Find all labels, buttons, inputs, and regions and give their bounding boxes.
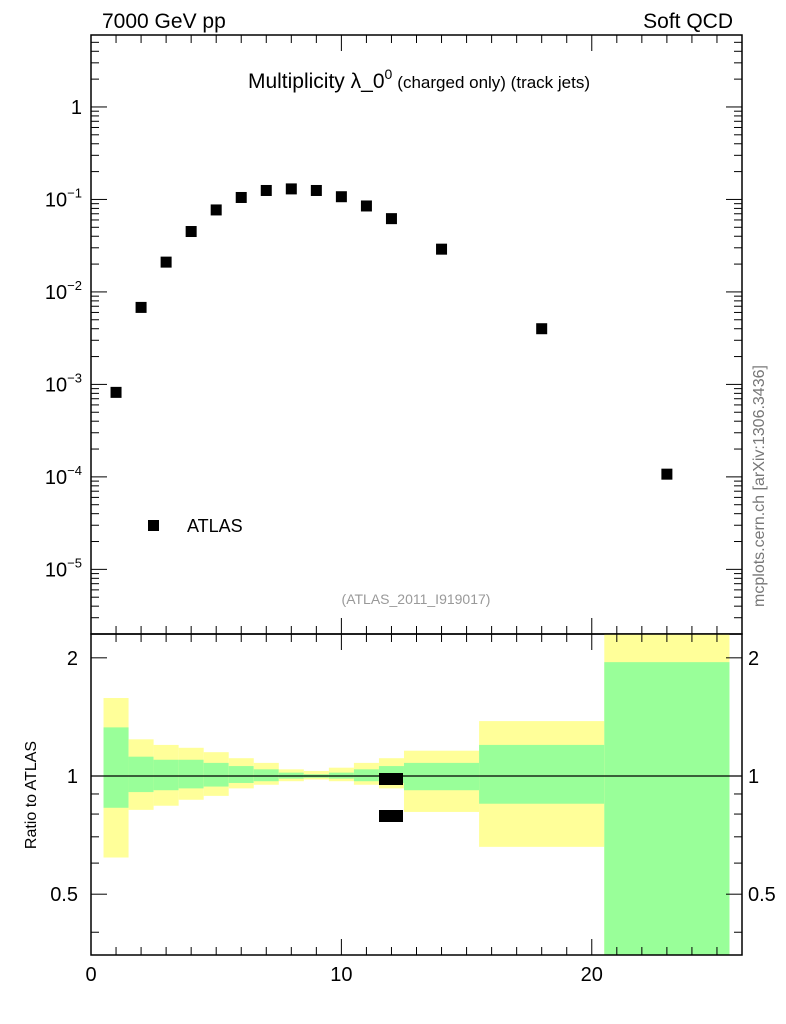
ratio-x-axis: 0 10 20 bbox=[85, 634, 718, 986]
y-tick-label: 10−2 bbox=[45, 278, 82, 304]
y-tick-label: 10−1 bbox=[45, 185, 82, 211]
inner-band-bin bbox=[203, 762, 229, 787]
data-point bbox=[235, 191, 247, 203]
data-point bbox=[385, 213, 397, 225]
data-point bbox=[260, 184, 272, 196]
ratio-y-tick-label-left: 2 bbox=[67, 648, 78, 670]
x-tick-label: 0 bbox=[85, 964, 96, 986]
plot-title-superscript: 0 bbox=[385, 66, 393, 82]
data-point bbox=[436, 243, 448, 255]
y-tick-label: 10−5 bbox=[45, 555, 82, 581]
inner-band-bin bbox=[604, 662, 730, 955]
ratio-marker-lower bbox=[379, 810, 403, 822]
legend: ATLAS bbox=[148, 516, 243, 536]
ratio-y-tick-label-left: 0.5 bbox=[50, 884, 78, 906]
inner-band-bin bbox=[128, 756, 154, 793]
inner-band-bin bbox=[178, 759, 204, 789]
ratio-panel: 2 2 1 1 0.5 0.5 0 10 20 Ratio to ATLAS bbox=[23, 633, 776, 986]
inner-band-bin bbox=[479, 744, 605, 804]
plot-title-suffix: (charged only) (track jets) bbox=[397, 73, 590, 92]
plot-title: Multiplicity λ_00 (charged only) (track j… bbox=[248, 66, 590, 93]
ratio-y-axis-label: Ratio to ATLAS bbox=[23, 741, 40, 849]
x-tick-label: 10 bbox=[330, 964, 352, 986]
data-point bbox=[135, 301, 147, 313]
main-y-axis: 1 10−1 10−2 10−3 10−4 10−5 bbox=[45, 34, 742, 635]
data-point bbox=[110, 386, 122, 398]
main-panel: Multiplicity λ_00 (charged only) (track j… bbox=[45, 34, 743, 635]
side-source-label: mcplots.cern.ch [arXiv:1306.3436] bbox=[751, 365, 768, 607]
header-category-label: Soft QCD bbox=[643, 10, 733, 33]
ratio-panel-frame bbox=[90, 633, 743, 956]
ratio-y-tick-label-left: 1 bbox=[67, 766, 78, 788]
ratio-marker-upper bbox=[379, 773, 403, 785]
data-point bbox=[210, 204, 222, 216]
data-point bbox=[285, 183, 297, 195]
data-point bbox=[185, 226, 197, 238]
data-point bbox=[536, 323, 548, 335]
ratio-y-tick-label-right: 0.5 bbox=[748, 884, 776, 906]
analysis-id-label: (ATLAS_2011_I919017) bbox=[342, 591, 491, 607]
data-point bbox=[661, 468, 673, 480]
inner-band-bin bbox=[253, 769, 279, 782]
y-tick-label: 1 bbox=[71, 97, 82, 119]
legend-marker-atlas bbox=[148, 520, 159, 531]
legend-label-atlas: ATLAS bbox=[187, 516, 243, 536]
header-energy-label: 7000 GeV pp bbox=[102, 10, 226, 33]
x-tick-label: 20 bbox=[581, 964, 603, 986]
y-tick-label: 10−3 bbox=[45, 370, 82, 396]
data-point bbox=[160, 256, 172, 268]
inner-band-bin bbox=[228, 766, 254, 783]
inner-band-bin bbox=[153, 759, 179, 791]
data-point bbox=[310, 184, 322, 196]
plot-title-main: Multiplicity λ_0 bbox=[248, 70, 385, 93]
ratio-y-tick-label-right: 1 bbox=[748, 766, 759, 788]
data-point bbox=[360, 200, 372, 212]
inner-band-bin bbox=[353, 769, 379, 782]
main-panel-frame bbox=[90, 34, 743, 635]
data-points-group bbox=[110, 183, 673, 480]
ratio-y-tick-label-right: 2 bbox=[748, 648, 759, 670]
ratio-y-axis: 2 2 1 1 0.5 0.5 bbox=[50, 648, 776, 933]
data-point bbox=[335, 191, 347, 203]
ratio-uncertainty-bands bbox=[103, 634, 730, 955]
y-tick-label: 10−4 bbox=[45, 463, 82, 489]
inner-band-bin bbox=[103, 727, 129, 808]
